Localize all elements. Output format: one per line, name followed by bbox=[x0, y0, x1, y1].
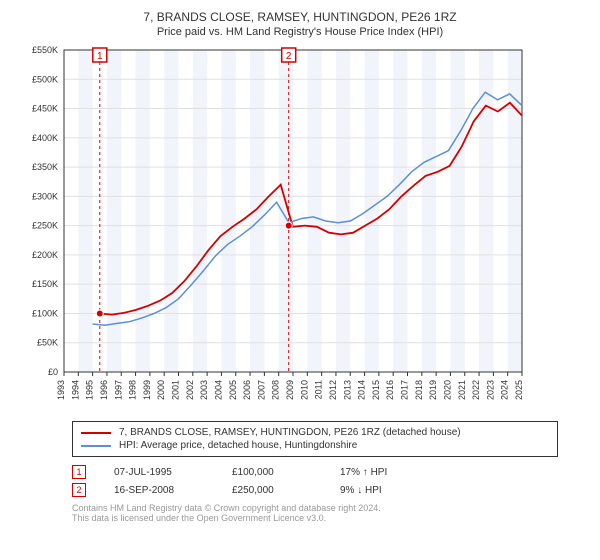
svg-text:£0: £0 bbox=[48, 367, 58, 377]
chart-titles: 7, BRANDS CLOSE, RAMSEY, HUNTINGDON, PE2… bbox=[12, 10, 588, 38]
svg-text:£350K: £350K bbox=[32, 162, 58, 172]
svg-text:1998: 1998 bbox=[128, 380, 138, 400]
sale-row: 1 07-JUL-1995 £100,000 17% ↑ HPI bbox=[72, 463, 558, 481]
svg-text:2003: 2003 bbox=[199, 380, 209, 400]
svg-text:2001: 2001 bbox=[171, 380, 181, 400]
sale-date: 16-SEP-2008 bbox=[114, 485, 204, 496]
svg-text:2014: 2014 bbox=[357, 380, 367, 400]
svg-text:£100K: £100K bbox=[32, 308, 58, 318]
svg-text:£50K: £50K bbox=[37, 338, 58, 348]
svg-text:2015: 2015 bbox=[371, 380, 381, 400]
svg-text:1: 1 bbox=[97, 51, 103, 62]
svg-text:2005: 2005 bbox=[228, 380, 238, 400]
svg-text:2024: 2024 bbox=[500, 380, 510, 400]
svg-text:2010: 2010 bbox=[299, 380, 309, 400]
svg-text:2006: 2006 bbox=[242, 380, 252, 400]
legend: 7, BRANDS CLOSE, RAMSEY, HUNTINGDON, PE2… bbox=[72, 421, 558, 457]
svg-text:2011: 2011 bbox=[314, 380, 324, 399]
svg-text:£550K: £550K bbox=[32, 45, 58, 55]
svg-text:2004: 2004 bbox=[213, 380, 223, 400]
chart-title-address: 7, BRANDS CLOSE, RAMSEY, HUNTINGDON, PE2… bbox=[12, 10, 588, 24]
svg-text:2000: 2000 bbox=[156, 380, 166, 400]
svg-text:£300K: £300K bbox=[32, 191, 58, 201]
legend-label: 7, BRANDS CLOSE, RAMSEY, HUNTINGDON, PE2… bbox=[119, 427, 461, 438]
svg-text:2016: 2016 bbox=[385, 380, 395, 400]
svg-text:2025: 2025 bbox=[514, 380, 524, 400]
page-wrap: 7, BRANDS CLOSE, RAMSEY, HUNTINGDON, PE2… bbox=[0, 0, 600, 527]
svg-text:2009: 2009 bbox=[285, 380, 295, 400]
svg-text:2019: 2019 bbox=[428, 380, 438, 400]
sale-delta: 9% ↓ HPI bbox=[340, 485, 382, 496]
footer-line: Contains HM Land Registry data © Crown c… bbox=[72, 503, 558, 513]
svg-text:1993: 1993 bbox=[56, 380, 66, 400]
legend-row: 7, BRANDS CLOSE, RAMSEY, HUNTINGDON, PE2… bbox=[81, 426, 549, 439]
svg-text:£400K: £400K bbox=[32, 133, 58, 143]
svg-text:1997: 1997 bbox=[113, 380, 123, 400]
sale-marker-icon: 1 bbox=[72, 465, 86, 479]
svg-text:£150K: £150K bbox=[32, 279, 58, 289]
svg-text:2018: 2018 bbox=[414, 380, 424, 400]
svg-text:2008: 2008 bbox=[271, 380, 281, 400]
svg-text:2002: 2002 bbox=[185, 380, 195, 400]
price-chart: £0 £50K £100K £150K £200K £250K £300K £350K £400… bbox=[12, 44, 588, 412]
svg-text:2020: 2020 bbox=[442, 380, 452, 400]
svg-text:1995: 1995 bbox=[85, 380, 95, 400]
sale-price: £100,000 bbox=[232, 467, 312, 478]
legend-swatch-icon bbox=[81, 445, 111, 447]
chart-title-subtitle: Price paid vs. HM Land Registry's House … bbox=[12, 26, 588, 38]
svg-text:2023: 2023 bbox=[485, 380, 495, 400]
footer-line: This data is licensed under the Open Gov… bbox=[72, 513, 558, 523]
sale-delta: 17% ↑ HPI bbox=[340, 467, 387, 478]
svg-text:2021: 2021 bbox=[457, 380, 467, 400]
sale-marker-icon: 2 bbox=[72, 483, 86, 497]
sales-table: 1 07-JUL-1995 £100,000 17% ↑ HPI 2 16-SE… bbox=[72, 463, 558, 499]
svg-text:£500K: £500K bbox=[32, 74, 58, 84]
svg-text:2: 2 bbox=[286, 51, 292, 62]
footer: Contains HM Land Registry data © Crown c… bbox=[72, 503, 558, 523]
sale-price: £250,000 bbox=[232, 485, 312, 496]
svg-text:2017: 2017 bbox=[400, 380, 410, 400]
sale-row: 2 16-SEP-2008 £250,000 9% ↓ HPI bbox=[72, 481, 558, 499]
svg-text:2007: 2007 bbox=[256, 380, 266, 400]
legend-swatch-icon bbox=[81, 432, 111, 434]
svg-text:2012: 2012 bbox=[328, 380, 338, 400]
svg-text:2022: 2022 bbox=[471, 380, 481, 400]
legend-row: HPI: Average price, detached house, Hunt… bbox=[81, 439, 549, 452]
svg-text:1996: 1996 bbox=[99, 380, 109, 400]
legend-label: HPI: Average price, detached house, Hunt… bbox=[119, 440, 357, 451]
svg-text:£250K: £250K bbox=[32, 221, 58, 231]
svg-text:1999: 1999 bbox=[142, 380, 152, 400]
sale-date: 07-JUL-1995 bbox=[114, 467, 204, 478]
svg-text:£450K: £450K bbox=[32, 104, 58, 114]
svg-text:1994: 1994 bbox=[70, 380, 80, 400]
svg-text:£200K: £200K bbox=[32, 250, 58, 260]
svg-text:2013: 2013 bbox=[342, 380, 352, 400]
